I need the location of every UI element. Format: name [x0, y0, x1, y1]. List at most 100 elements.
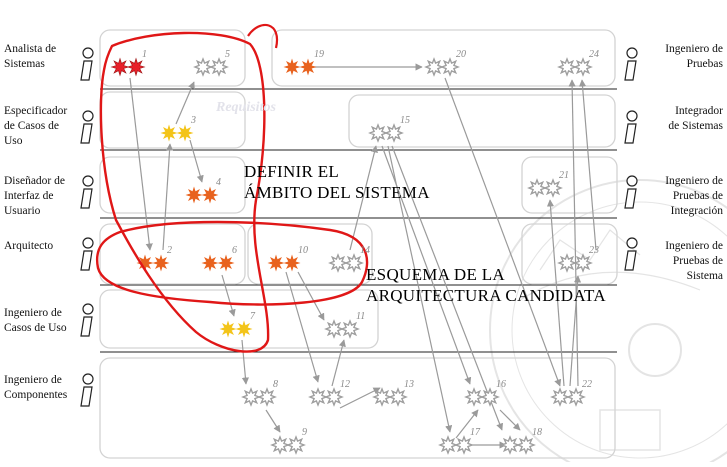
activity-1[interactable]	[110, 57, 146, 77]
role-ing-pruebas-sis: Ingeniero de Pruebas de Sistema	[633, 239, 723, 284]
activity-number: 14	[360, 245, 370, 256]
activity-number: 9	[302, 427, 307, 438]
role-label-line: Casos de Uso	[4, 322, 67, 334]
role-analista: Analista de Sistemas	[4, 42, 56, 72]
role-disenador: Diseñador de Interfaz de Usuario	[4, 174, 65, 219]
annotation-arquitectura-line2: ARQUITECTURA CANDIDATA	[366, 286, 606, 305]
activity-19[interactable]	[283, 58, 317, 76]
lane-box	[99, 289, 379, 349]
activity-7[interactable]	[219, 320, 253, 338]
flow-arrow	[189, 139, 204, 183]
role-integrador: Integrador de Sistemas	[633, 104, 723, 134]
role-label-line: Ingeniero de	[665, 43, 723, 55]
role-ing-pruebas-int: Ingeniero de Pruebas de Integración	[633, 174, 723, 219]
role-label-line: Integrador	[675, 105, 723, 117]
flow-arrow	[265, 409, 281, 433]
activity-number: 18	[532, 427, 542, 438]
activity-11[interactable]	[324, 319, 360, 339]
role-label-line: Ingeniero de	[665, 175, 723, 187]
flow-arrow	[391, 145, 504, 431]
role-label-line: Ingeniero de	[665, 240, 723, 252]
activity-number: 4	[216, 177, 221, 188]
flow-arrow	[221, 274, 236, 317]
activity-16[interactable]	[464, 387, 500, 407]
worker-icon	[624, 110, 638, 144]
activity-2[interactable]	[136, 254, 170, 272]
worker-icon	[80, 237, 94, 271]
lane-box	[99, 29, 246, 87]
watermark-requisitos: Requisitos	[216, 100, 276, 115]
role-ing-pruebas: Ingeniero de Pruebas	[633, 42, 723, 72]
annotation-stroke	[247, 23, 279, 49]
flow-arrow	[241, 339, 249, 385]
role-label-line: de Casos de	[4, 120, 59, 132]
activity-8[interactable]	[241, 387, 277, 407]
role-arquitecto: Arquitecto	[4, 239, 53, 254]
activity-number: 8	[273, 379, 278, 390]
activity-12[interactable]	[308, 387, 344, 407]
flow-arrow	[129, 77, 153, 251]
lane-box	[271, 29, 616, 87]
activity-18[interactable]	[500, 435, 536, 455]
activity-15[interactable]	[368, 123, 404, 143]
activity-number: 22	[582, 379, 592, 390]
flow-arrow	[444, 77, 562, 387]
role-label-line: Sistema	[686, 270, 723, 282]
annotation-loop-ambito	[99, 31, 270, 353]
flow-arrow	[455, 409, 479, 439]
activity-24[interactable]	[557, 57, 593, 77]
flow-arrow	[331, 339, 346, 387]
activity-number: 7	[250, 311, 255, 322]
activity-17[interactable]	[438, 435, 474, 455]
activity-4[interactable]	[185, 186, 219, 204]
lane-box	[247, 223, 373, 285]
role-label-line: Especificador	[4, 105, 68, 117]
activity-14[interactable]	[328, 253, 364, 273]
flow-arrow	[297, 271, 325, 321]
activity-13[interactable]	[372, 387, 408, 407]
activity-number: 21	[559, 170, 569, 181]
activity-number: 2	[167, 245, 172, 256]
flow-arrow	[339, 387, 381, 409]
activity-3[interactable]	[160, 124, 194, 142]
activity-23[interactable]	[557, 253, 593, 273]
worker-icon	[80, 175, 94, 209]
role-label-line: Pruebas de	[672, 255, 723, 267]
flow-arrow	[162, 143, 174, 251]
activity-9[interactable]	[270, 435, 306, 455]
activity-number: 20	[456, 49, 466, 60]
activity-22[interactable]	[550, 387, 586, 407]
role-label-line: de Sistemas	[668, 120, 723, 132]
lane-box	[348, 94, 616, 148]
activity-6[interactable]	[201, 254, 235, 272]
role-label-line: Sistemas	[4, 58, 45, 70]
activity-21[interactable]	[527, 178, 563, 198]
annotation-loop-arquitectura	[95, 220, 369, 306]
activity-20[interactable]	[424, 57, 460, 77]
role-especificador: Especificador de Casos de Uso	[4, 104, 67, 149]
activity-number: 15	[400, 115, 410, 126]
activity-number: 5	[225, 49, 230, 60]
annotation-arquitectura-line1: ESQUEMA DE LA	[366, 265, 505, 284]
lane-box	[521, 156, 618, 214]
activity-number: 13	[404, 379, 414, 390]
flow-arrow	[568, 79, 579, 387]
activity-5[interactable]	[193, 57, 229, 77]
activity-number: 6	[232, 245, 237, 256]
role-label-line: Pruebas	[686, 58, 723, 70]
flow-arrow	[349, 145, 378, 251]
activity-number: 23	[589, 245, 599, 256]
activity-number: 12	[340, 379, 350, 390]
flow-arrow	[546, 199, 565, 387]
activity-number: 17	[470, 427, 480, 438]
role-label-line: Componentes	[4, 389, 68, 401]
worker-icon	[624, 237, 638, 271]
activity-number: 1	[142, 49, 147, 60]
activity-number: 16	[496, 379, 506, 390]
activity-number: 19	[314, 49, 324, 60]
role-label-line: Uso	[4, 135, 23, 147]
activity-10[interactable]	[267, 254, 301, 272]
role-label-line: Ingeniero de	[4, 374, 62, 386]
